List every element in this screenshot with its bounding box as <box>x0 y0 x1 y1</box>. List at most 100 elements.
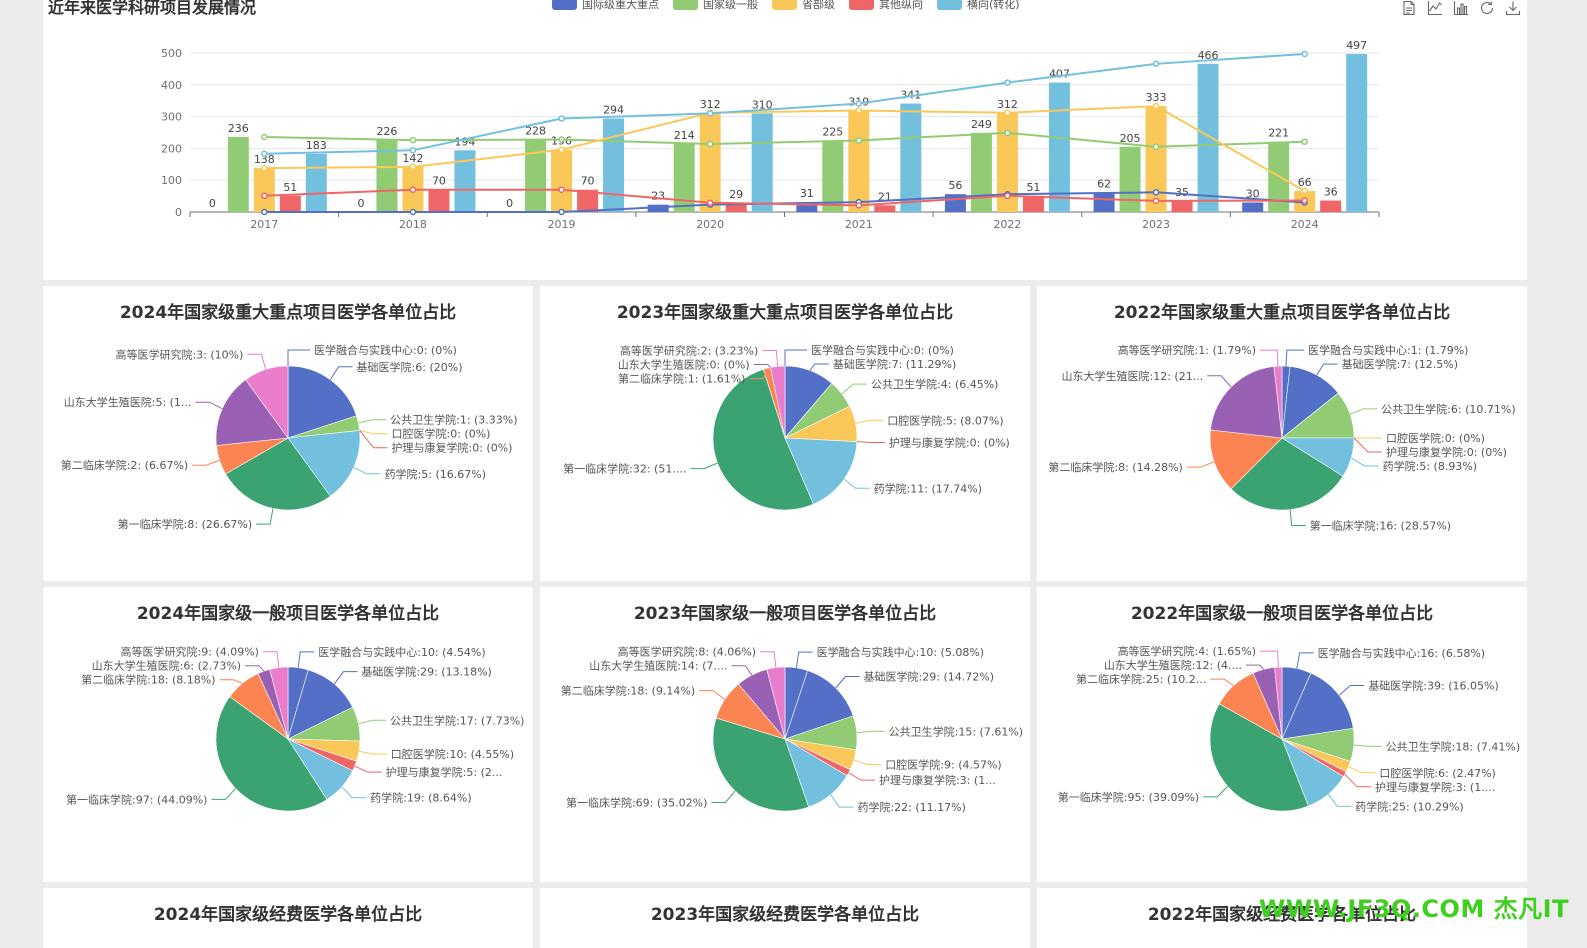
bar-value-label: 221 <box>1268 127 1289 140</box>
bar <box>577 189 599 212</box>
pie-slice-label: 口腔医学院:0: (0%) <box>392 427 491 441</box>
bar <box>525 139 547 212</box>
legend-item[interactable]: 横向(转化) <box>937 0 1020 12</box>
label-leader-line <box>1344 773 1372 788</box>
line-point <box>558 208 565 216</box>
pie-slice-label: 药学院:5: (16.67%) <box>385 467 486 481</box>
legend-item[interactable]: 其他纵向 <box>849 0 923 12</box>
label-leader-line <box>809 363 829 371</box>
bar <box>822 140 844 212</box>
pie-slice-label: 公共卫生学院:6: (10.71%) <box>1381 402 1515 416</box>
bar-chart-icon[interactable] <box>1453 0 1469 16</box>
pie-slice <box>712 368 814 511</box>
bar-value-label: 138 <box>254 153 275 166</box>
pie-slice-label: 口腔医学院:9: (4.57%) <box>885 758 1001 772</box>
line-point <box>1152 189 1160 196</box>
bar <box>1145 106 1167 212</box>
line-point <box>261 133 268 141</box>
bar-value-label: 51 <box>283 181 297 194</box>
bar-value-label: 70 <box>432 175 446 188</box>
bar-value-label: 226 <box>376 125 397 138</box>
bar <box>376 140 398 212</box>
line-point <box>1152 197 1160 205</box>
legend-label: 国家级一般 <box>703 0 758 11</box>
pie-chart: 医学融合与实践中心:0: (0%) 基础医学院:6: (20%) 公共卫生学院:1:… <box>61 343 518 531</box>
pie-slice-label: 医学融合与实践中心:0: (0%) <box>314 343 457 357</box>
line-chart-icon[interactable] <box>1427 0 1443 16</box>
pie-slice <box>287 365 357 439</box>
pie-title: 2024年国家级一般项目医学各单位占比 <box>136 604 440 624</box>
pie-title: 2024年国家级重大重点项目医学各单位占比 <box>119 303 457 323</box>
bar <box>551 149 573 212</box>
x-tick-label: 2022 <box>993 218 1021 231</box>
legend-item[interactable]: 国家级一般 <box>673 0 758 12</box>
pie-slice-label: 第二临床学院:18: (9.14%) <box>561 684 695 698</box>
x-tick-label: 2017 <box>250 218 278 231</box>
y-tick-label: 400 <box>161 79 182 92</box>
pie-slice-label: 第一临床学院:16: (28.57%) <box>1310 518 1451 532</box>
line-point <box>855 202 863 209</box>
legend-label: 横向(转化) <box>967 0 1020 11</box>
label-leader-line <box>1338 685 1365 696</box>
pie-slice <box>287 669 354 740</box>
pie-slice-label: 高等医学研究院:1: (1.79%) <box>1118 343 1256 357</box>
pie-title: 2023年国家级重大重点项目医学各单位占比 <box>616 303 954 323</box>
x-tick-label: 2024 <box>1291 218 1319 231</box>
pie-card-2022-general: 医学融合与实践中心:16: (6.58%) 基础医学院:39: (16.05%) 公… <box>1037 587 1527 882</box>
label-leader-line <box>753 363 771 368</box>
save-image-icon[interactable] <box>1505 0 1521 16</box>
bar-value-label: 62 <box>1097 177 1111 190</box>
pie-slice <box>1281 672 1354 740</box>
line-point <box>558 115 565 122</box>
pie-slice-label: 高等医学研究院:4: (1.65%) <box>1118 644 1256 658</box>
x-tick-label: 2019 <box>548 218 576 231</box>
label-leader-line <box>762 349 779 367</box>
label-leader-line <box>699 690 726 700</box>
pie-slice-label: 公共卫生学院:1: (3.33%) <box>390 413 517 427</box>
label-leader-line <box>1260 349 1279 367</box>
label-leader-line <box>256 508 274 525</box>
pie-slice-label: 公共卫生学院:18: (7.41%) <box>1386 739 1520 753</box>
bar <box>1197 63 1219 213</box>
pie-title: 2023年国家级一般项目医学各单位占比 <box>633 604 937 624</box>
line-point <box>261 192 268 200</box>
pie-slice-label: 公共卫生学院:15: (7.61%) <box>889 724 1023 738</box>
bar-value-label: 225 <box>822 125 843 138</box>
pie-card-2023-funding: 2023年国家级经费医学各单位占比 <box>540 888 1030 948</box>
label-leader-line <box>841 383 868 395</box>
pie-chart: 医学融合与实践中心:10: (4.54%) 基础医学院:29: (13.18%) 公… <box>66 645 524 812</box>
legend-item[interactable]: 省部级 <box>772 0 835 12</box>
bar-value-label: 56 <box>948 179 962 192</box>
legend-swatch <box>937 0 962 10</box>
pie-chart: 医学融合与实践中心:0: (0%)基础医学院:7: (11.29%) 公共卫生学院… <box>563 343 1010 511</box>
bar <box>279 195 301 212</box>
bar <box>305 153 327 212</box>
series-line <box>264 105 1306 192</box>
line-point <box>706 199 714 207</box>
pie-slice-label: 药学院:22: (11.17%) <box>857 800 965 814</box>
bar <box>796 202 818 212</box>
label-leader-line <box>192 459 220 466</box>
data-view-icon[interactable] <box>1401 0 1417 16</box>
legend-label: 省部级 <box>802 0 835 11</box>
label-leader-line <box>1285 349 1304 367</box>
label-leader-line <box>795 651 813 668</box>
line-point <box>1004 129 1011 137</box>
bar-value-label: 466 <box>1198 49 1219 62</box>
legend-label: 国际级重大重点 <box>582 0 659 11</box>
bar <box>1320 200 1342 212</box>
label-leader-line <box>287 349 310 366</box>
pie-slice-label: 药学院:11: (17.74%) <box>874 481 982 495</box>
x-tick-label: 2023 <box>1142 218 1170 231</box>
label-leader-line <box>1316 363 1338 376</box>
bar <box>1119 146 1141 212</box>
label-leader-line <box>760 651 777 668</box>
restore-icon[interactable] <box>1479 0 1495 16</box>
legend-item[interactable]: 国际级重大重点 <box>552 0 659 12</box>
pie-slice-label: 医学融合与实践中心:0: (0%) <box>811 343 954 357</box>
trend-chart-card: 0 100 200 300 400 500 2017 0 236 138 51 183 2018 0 226… <box>43 0 1527 280</box>
pie-slice-label: 基础医学院:29: (13.18%) <box>361 665 491 679</box>
label-leader-line <box>1353 437 1382 453</box>
pie-card-2024-funding: 2024年国家级经费医学各单位占比 <box>43 888 533 948</box>
bar <box>428 189 450 212</box>
